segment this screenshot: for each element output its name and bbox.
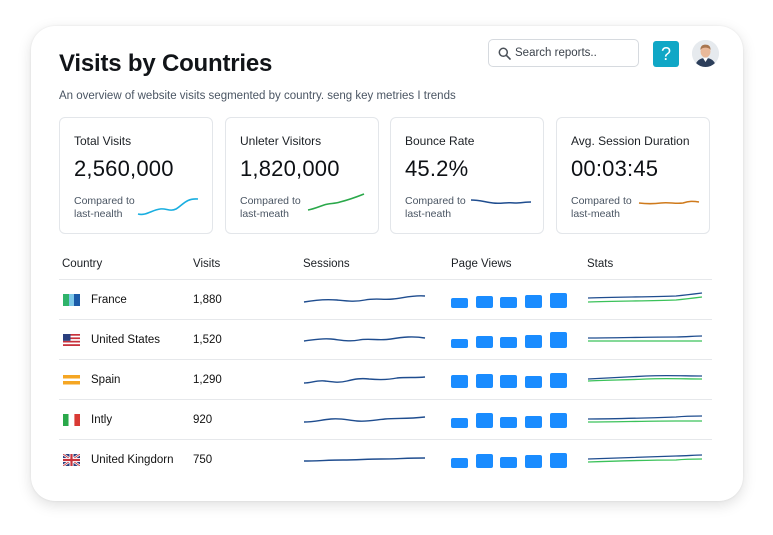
search-input[interactable] (515, 44, 633, 62)
kpi-comparison: Compared to last-nealth (74, 195, 135, 220)
usa-flag-icon (63, 334, 80, 346)
stats-trend-chart (587, 454, 703, 463)
page-views-bars (451, 413, 567, 428)
page-views-bars (451, 332, 567, 348)
search-icon (498, 47, 511, 60)
visits-value: 1,520 (193, 334, 222, 346)
kpi-total-visits[interactable]: Total Visits 2,560,000 Compared to last-n… (59, 117, 213, 234)
visits-value: 1,880 (193, 294, 222, 306)
kpi-value: 2,560,000 (74, 156, 174, 181)
visits-value: 750 (193, 454, 213, 466)
kpi-sparkline (137, 198, 199, 216)
search-box[interactable] (488, 39, 639, 67)
column-header-stats[interactable]: Stats (587, 258, 614, 270)
kpi-comparison: Compared to last-meath (240, 195, 301, 220)
france-flag-icon (63, 294, 80, 306)
sessions-sparkline (303, 457, 426, 462)
spain-flag-icon (63, 375, 80, 385)
kpi-bounce-rate[interactable]: Bounce Rate 45.2% Compared to last-neath (390, 117, 544, 234)
page-subtitle: An overview of website visits segmented … (59, 90, 456, 102)
table-row[interactable]: United Kingdorn 750 (59, 439, 712, 480)
country-name: Intly (91, 414, 113, 426)
kpi-avg-session[interactable]: Avg. Session Duration 00:03:45 Compared … (556, 117, 710, 234)
sessions-sparkline (303, 376, 426, 384)
kpi-comparison: Compared to last-neath (405, 195, 466, 220)
page-title: Visits by Countries (59, 50, 273, 77)
uk-flag-icon (63, 454, 80, 466)
country-name: France (91, 294, 127, 306)
stats-trend-chart (587, 415, 703, 423)
column-header-sessions[interactable]: Sessions (303, 258, 350, 270)
kpi-value: 45.2% (405, 156, 469, 181)
page-views-bars (451, 373, 567, 388)
sessions-sparkline (303, 336, 426, 342)
kpi-sparkline (470, 199, 532, 205)
user-avatar-icon (692, 40, 719, 67)
kpi-label: Unleter Visitors (240, 134, 322, 148)
sessions-sparkline (303, 416, 426, 423)
table-row[interactable]: France 1,880 (59, 279, 712, 320)
help-button[interactable]: ? (653, 41, 679, 67)
kpi-label: Bounce Rate (405, 134, 475, 148)
table-row[interactable]: Spain 1,290 (59, 359, 712, 400)
kpi-label: Total Visits (74, 134, 132, 148)
stats-trend-chart (587, 335, 703, 342)
avatar[interactable] (692, 40, 719, 67)
country-name: United States (91, 334, 161, 346)
stats-trend-chart (587, 292, 703, 303)
column-header-country[interactable]: Country (62, 258, 103, 270)
kpi-comparison: Compared to last-meath (571, 195, 632, 220)
page-views-bars (451, 293, 567, 308)
italy-flag-icon (63, 414, 80, 426)
visits-value: 1,290 (193, 374, 222, 386)
kpi-sparkline (307, 193, 365, 211)
column-header-page-views[interactable]: Page Views (451, 258, 512, 270)
dashboard-card: Visits by Countries An overview of websi… (31, 26, 743, 501)
visits-value: 920 (193, 414, 213, 426)
table-row[interactable]: United States 1,520 (59, 319, 712, 360)
sessions-sparkline (303, 295, 426, 303)
stats-trend-chart (587, 374, 703, 382)
kpi-sparkline (638, 200, 700, 205)
column-header-visits[interactable]: Visits (193, 258, 221, 270)
kpi-value: 00:03:45 (571, 156, 659, 181)
kpi-unique-visitors[interactable]: Unleter Visitors 1,820,000 Compared to la… (225, 117, 379, 234)
kpi-label: Avg. Session Duration (571, 134, 690, 148)
kpi-value: 1,820,000 (240, 156, 340, 181)
table-row[interactable]: Intly 920 (59, 399, 712, 440)
country-name: Spain (91, 374, 121, 386)
page-views-bars (451, 453, 567, 468)
country-name: United Kingdorn (91, 454, 174, 466)
